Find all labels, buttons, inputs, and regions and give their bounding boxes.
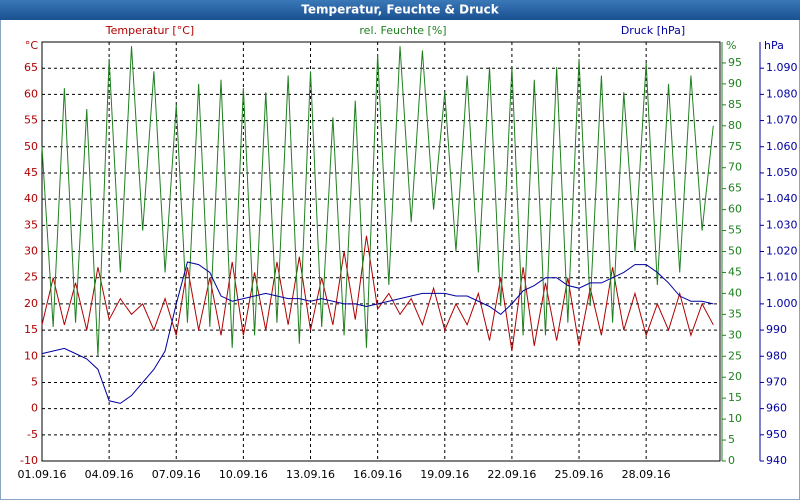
y2-tick-label: 80 <box>728 119 742 132</box>
x-tick-label: 10.09.16 <box>219 468 268 481</box>
y-tick-label: 65 <box>24 61 38 74</box>
series-line <box>41 46 714 357</box>
y3-tick-label: 1.030 <box>766 218 798 231</box>
y2-tick-label: 95 <box>728 56 742 69</box>
y3-tick-label: 990 <box>766 323 787 336</box>
y2-tick-label: 35 <box>728 307 742 320</box>
y-tick-label: 60 <box>24 87 38 100</box>
chart-title: Temperatur, Feuchte & Druck <box>301 3 499 17</box>
y-tick-label: 45 <box>24 166 38 179</box>
y2-tick-label: 30 <box>728 328 742 341</box>
y2-tick-label: 5 <box>728 433 735 446</box>
y-tick-label: 50 <box>24 140 38 153</box>
y3-tick-label: 1.020 <box>766 245 798 258</box>
x-tick-label: 07.09.16 <box>152 468 201 481</box>
y3-tick-label: 950 <box>766 428 787 441</box>
y-tick-label: -10 <box>20 454 38 467</box>
y-tick-label: 0 <box>31 402 38 415</box>
y2-tick-label: 75 <box>728 140 742 153</box>
y2-unit: % <box>726 39 736 52</box>
y-tick-label: 15 <box>24 323 38 336</box>
y2-tick-label: 50 <box>728 245 742 258</box>
y-tick-label: 40 <box>24 192 38 205</box>
y2-tick-label: 25 <box>728 349 742 362</box>
y3-tick-label: 1.000 <box>766 297 798 310</box>
x-tick-label: 22.09.16 <box>487 468 536 481</box>
y2-tick-label: 90 <box>728 77 742 90</box>
y2-tick-label: 85 <box>728 98 742 111</box>
y2-tick-label: 15 <box>728 391 742 404</box>
y-tick-label: 55 <box>24 114 38 127</box>
y-tick-label: 20 <box>24 297 38 310</box>
y3-axis-title: Druck [hPa] <box>621 24 685 37</box>
y-tick-label: 10 <box>24 349 38 362</box>
y-tick-label: 30 <box>24 245 38 258</box>
y3-tick-label: 940 <box>766 454 787 467</box>
y3-tick-label: 1.050 <box>766 166 798 179</box>
y3-tick-label: 1.060 <box>766 140 798 153</box>
y-tick-label: 5 <box>31 375 38 388</box>
y-tick-label: 25 <box>24 271 38 284</box>
y2-tick-label: 55 <box>728 224 742 237</box>
x-tick-label: 28.09.16 <box>622 468 671 481</box>
y3-tick-label: 970 <box>766 375 787 388</box>
y3-tick-label: 980 <box>766 349 787 362</box>
y3-tick-label: 1.070 <box>766 114 798 127</box>
y2-tick-label: 10 <box>728 412 742 425</box>
y3-tick-label: 1.010 <box>766 271 798 284</box>
y2-tick-label: 20 <box>728 370 742 383</box>
x-tick-label: 13.09.16 <box>286 468 335 481</box>
x-tick-label: 19.09.16 <box>420 468 469 481</box>
x-tick-label: 04.09.16 <box>85 468 134 481</box>
y-tick-label: -5 <box>27 428 38 441</box>
y3-tick-label: 1.040 <box>766 192 798 205</box>
y3-unit: hPa <box>764 39 784 52</box>
series-line <box>41 235 714 352</box>
x-tick-label: 16.09.16 <box>353 468 402 481</box>
y2-tick-label: 60 <box>728 203 742 216</box>
y-unit: °C <box>25 39 39 52</box>
title-bar <box>0 0 800 20</box>
x-tick-label: 01.09.16 <box>18 468 67 481</box>
y2-tick-label: 70 <box>728 161 742 174</box>
y3-tick-label: 1.080 <box>766 87 798 100</box>
y2-tick-label: 45 <box>728 265 742 278</box>
series-line <box>41 261 714 404</box>
y2-tick-label: 65 <box>728 182 742 195</box>
y2-tick-label: 40 <box>728 286 742 299</box>
y-axis-title: Temperatur [°C] <box>105 24 194 37</box>
y3-tick-label: 960 <box>766 402 787 415</box>
y-tick-label: 35 <box>24 218 38 231</box>
x-tick-label: 25.09.16 <box>555 468 604 481</box>
y2-tick-label: 0 <box>728 454 735 467</box>
y2-axis-title: rel. Feuchte [%] <box>359 24 446 37</box>
y3-tick-label: 1.090 <box>766 61 798 74</box>
